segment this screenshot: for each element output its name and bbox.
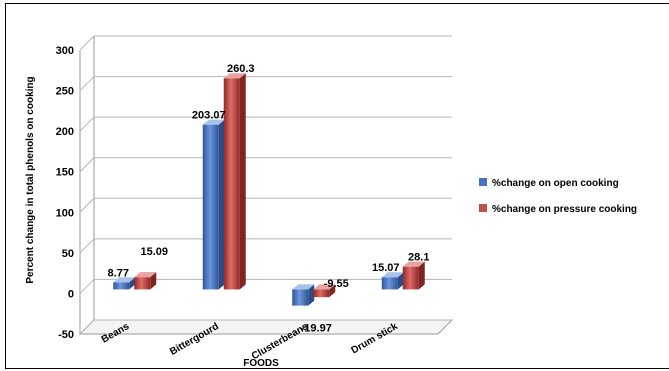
legend-swatch (479, 204, 487, 212)
bar (113, 282, 130, 290)
data-labels: 8.77 15.09 203.07 260.3 -19.97 -9.55 15.07 28.1 (108, 63, 430, 334)
legend: %change on open cooking %change on pressu… (479, 178, 637, 215)
data-label: -9.55 (324, 278, 349, 290)
y-tick-label: 100 (56, 207, 74, 219)
bar-top (313, 284, 336, 290)
x-axis-title: FOODS (243, 358, 279, 369)
gridline-side (79, 197, 95, 213)
legend-label: %change on open cooking (492, 178, 619, 189)
bar-top (223, 73, 246, 79)
bar-top (134, 272, 157, 278)
bar-side (150, 272, 157, 290)
y-tick-label: -50 (58, 329, 74, 341)
data-label: 203.07 (192, 110, 226, 122)
data-label: -19.97 (301, 323, 332, 335)
y-tick-label: 150 (56, 167, 74, 179)
gridline-side (79, 116, 95, 132)
bar (292, 289, 309, 306)
y-tick-label: 300 (56, 45, 74, 57)
gridline-side (79, 35, 95, 51)
bar-side (308, 284, 315, 306)
gridline-side (79, 76, 95, 91)
gridline-side (79, 279, 95, 294)
legend-swatch (479, 178, 487, 186)
y-tick-label: 200 (56, 126, 74, 138)
data-label: 28.1 (408, 252, 429, 264)
bar-top (402, 261, 425, 267)
bar-side (418, 261, 425, 290)
bars (113, 73, 425, 306)
bar-side (397, 272, 404, 290)
gridline-side (79, 238, 95, 254)
y-axis-ticks: 300 250 200 150 100 50 0 -50 (56, 45, 74, 341)
data-label: 8.77 (108, 267, 129, 279)
bar-top (292, 284, 315, 290)
bar (202, 124, 219, 290)
y-tick-label: 250 (56, 86, 74, 98)
bar-top (113, 277, 136, 283)
gridline-side (79, 157, 95, 173)
bar (134, 277, 151, 290)
bar (381, 277, 398, 290)
bar-top (381, 272, 404, 278)
chart-frame (5, 3, 669, 369)
bar-side (129, 277, 136, 290)
bar (313, 289, 330, 298)
gridline-side (79, 319, 95, 335)
bar (402, 266, 419, 290)
y-tick-label: 0 (68, 288, 74, 300)
bar-top (202, 119, 225, 125)
data-label: 260.3 (227, 63, 255, 75)
y-axis-title: Percent change in total phenols on cooki… (25, 76, 36, 283)
data-label: 15.07 (372, 262, 400, 274)
bar-side (329, 284, 336, 298)
legend-label: %change on pressure cooking (492, 204, 637, 215)
y-tick-label: 50 (62, 248, 74, 260)
data-label: 15.09 (140, 246, 168, 258)
bar-side (218, 119, 225, 290)
bar-side (239, 73, 246, 290)
bar (223, 78, 240, 290)
